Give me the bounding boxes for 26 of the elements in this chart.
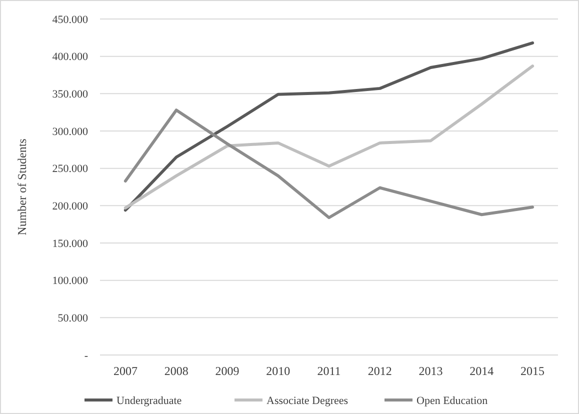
y-tick-label: 50.000 bbox=[58, 312, 88, 325]
y-tick-label: 350.000 bbox=[52, 88, 88, 101]
y-tick-label: - bbox=[84, 350, 88, 362]
y-tick-label: 400.000 bbox=[52, 51, 88, 64]
line-series bbox=[124, 108, 534, 220]
x-tick-label: 2015 bbox=[520, 364, 545, 378]
y-tick-label: 100.000 bbox=[52, 275, 88, 288]
y-tick-label: 250.000 bbox=[52, 163, 88, 176]
legend-label: Undergraduate bbox=[116, 394, 182, 407]
x-tick-label: 2013 bbox=[418, 364, 443, 378]
line-series bbox=[124, 41, 534, 212]
x-tick-label: 2009 bbox=[215, 364, 240, 378]
y-tick-label: 450.000 bbox=[52, 14, 88, 26]
x-tick-label: 2014 bbox=[470, 364, 494, 378]
x-tick-label: 2010 bbox=[266, 364, 290, 378]
y-axis-title: Number of Students bbox=[15, 138, 29, 236]
x-tick-label: 2011 bbox=[317, 364, 341, 378]
legend-label: Open Education bbox=[416, 394, 488, 407]
y-tick-label: 300.000 bbox=[52, 126, 88, 138]
y-tick-label: 200.000 bbox=[52, 200, 88, 213]
x-tick-label: 2012 bbox=[368, 364, 392, 378]
line-series bbox=[124, 64, 534, 210]
legend-label: Associate Degrees bbox=[266, 394, 348, 407]
x-tick-label: 2008 bbox=[164, 364, 188, 378]
x-tick-label: 2007 bbox=[113, 364, 138, 378]
y-tick-label: 150.000 bbox=[52, 238, 88, 250]
